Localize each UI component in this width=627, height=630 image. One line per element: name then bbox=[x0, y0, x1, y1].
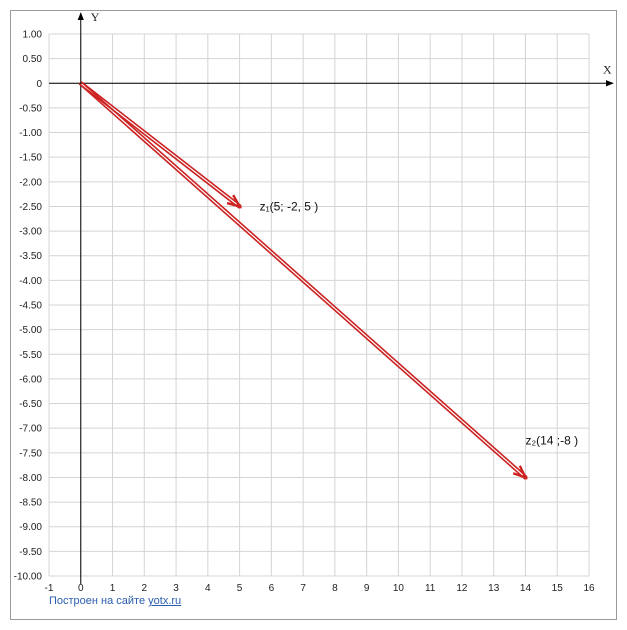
x-tick-label: 11 bbox=[425, 583, 436, 594]
x-tick-label: 16 bbox=[583, 583, 595, 594]
x-tick-label: 4 bbox=[205, 583, 211, 594]
footer-credit: Построен на сайте yotx.ru bbox=[49, 595, 181, 607]
vector-line bbox=[80, 81, 528, 478]
grid bbox=[48, 33, 590, 577]
y-tick-label: -5.00 bbox=[19, 325, 42, 336]
x-tick-label: 3 bbox=[173, 583, 179, 594]
y-tick-label: -6.00 bbox=[19, 374, 42, 385]
x-tick-label: 12 bbox=[456, 583, 468, 594]
y-tick-label: -4.50 bbox=[19, 301, 42, 312]
vector-line bbox=[80, 81, 242, 207]
y-tick-label: 0.50 bbox=[23, 54, 43, 65]
y-tick-label: -7.00 bbox=[19, 424, 42, 435]
vector-line bbox=[79, 83, 526, 480]
y-tick-label: 1.00 bbox=[23, 30, 43, 41]
x-tick-label: -1 bbox=[45, 583, 54, 594]
tick-labels: -1 0 1 2 3 4 5 6 7 8 9 10 11 12 13 14 15 161.000.500-0.50… bbox=[14, 30, 595, 595]
y-tick-label: -9.00 bbox=[19, 522, 42, 533]
y-tick-label: -10.00 bbox=[14, 572, 43, 583]
vectors: z₁(5; -2, 5 ) z₂(14 ;-8 ) bbox=[79, 81, 578, 480]
y-tick-label: -8.00 bbox=[19, 473, 42, 484]
x-tick-label: 10 bbox=[393, 583, 405, 594]
x-tick-label: 6 bbox=[269, 583, 275, 594]
footer-link[interactable]: yotx.ru bbox=[148, 595, 182, 607]
y-tick-label: -4.00 bbox=[19, 276, 42, 287]
vector-label: z₂(14 ;-8 ) bbox=[525, 433, 578, 447]
x-tick-label: 2 bbox=[142, 583, 148, 594]
y-tick-label: -1.50 bbox=[19, 153, 42, 164]
vector-1: z₁(5; -2, 5 ) bbox=[79, 81, 319, 213]
footer-text: Построен на сайте bbox=[49, 595, 149, 607]
x-tick-label: 15 bbox=[552, 583, 564, 594]
y-axis-label: Y bbox=[91, 10, 100, 24]
y-tick-label: -6.50 bbox=[19, 399, 42, 410]
vector-endpoint bbox=[523, 475, 528, 480]
x-tick-label: 13 bbox=[488, 583, 500, 594]
vector-arrowhead bbox=[512, 465, 528, 480]
vector-label: z₁(5; -2, 5 ) bbox=[260, 199, 319, 213]
y-tick-label: -0.50 bbox=[19, 103, 42, 114]
x-tick-label: 1 bbox=[110, 583, 116, 594]
x-tick-label: 5 bbox=[237, 583, 243, 594]
y-tick-label: -3.00 bbox=[19, 227, 42, 238]
y-tick-label: -9.50 bbox=[19, 547, 42, 558]
x-tick-label: 8 bbox=[332, 583, 338, 594]
y-tick-label: -8.50 bbox=[19, 498, 42, 509]
x-axis-label: X bbox=[603, 62, 612, 76]
x-tick-label: 7 bbox=[300, 583, 306, 594]
vector-line bbox=[79, 83, 240, 209]
vector-2: z₂(14 ;-8 ) bbox=[79, 81, 578, 480]
axes: X Y bbox=[49, 10, 614, 584]
y-tick-label: -1.00 bbox=[19, 128, 42, 139]
y-tick-label: -2.50 bbox=[19, 202, 42, 213]
x-tick-label: 14 bbox=[520, 583, 532, 594]
x-tick-label: 9 bbox=[364, 583, 370, 594]
y-tick-label: -3.50 bbox=[19, 251, 42, 262]
vector-endpoint bbox=[237, 204, 242, 209]
y-tick-label: 0 bbox=[36, 79, 42, 90]
y-tick-label: -5.50 bbox=[19, 350, 42, 361]
y-tick-label: -2.00 bbox=[19, 177, 42, 188]
y-tick-label: -7.50 bbox=[19, 448, 42, 459]
x-tick-label: 0 bbox=[78, 583, 84, 594]
